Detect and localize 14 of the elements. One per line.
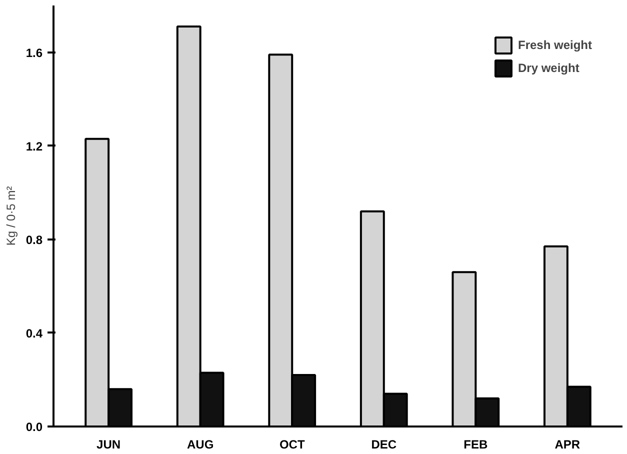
y-tick-label: 1.2 (26, 139, 43, 154)
y-axis-title: Kg / 0·5 m² (4, 186, 18, 246)
legend-label: Fresh weight (518, 38, 592, 52)
y-tick-label: 0.0 (26, 420, 43, 434)
x-tick-label: JUN (96, 438, 121, 452)
x-tick-label: OCT (279, 438, 306, 452)
x-tick-label: DEC (371, 438, 397, 452)
x-tick-label: AUG (187, 438, 214, 452)
y-tick-label: 0.4 (26, 326, 43, 340)
y-tick-label: 0.8 (26, 232, 43, 247)
legend-label: Dry weight (518, 61, 580, 75)
y-tick-label: 1.6 (26, 46, 43, 60)
x-tick-label: APR (554, 438, 580, 452)
x-tick-label: FEB (464, 438, 488, 452)
